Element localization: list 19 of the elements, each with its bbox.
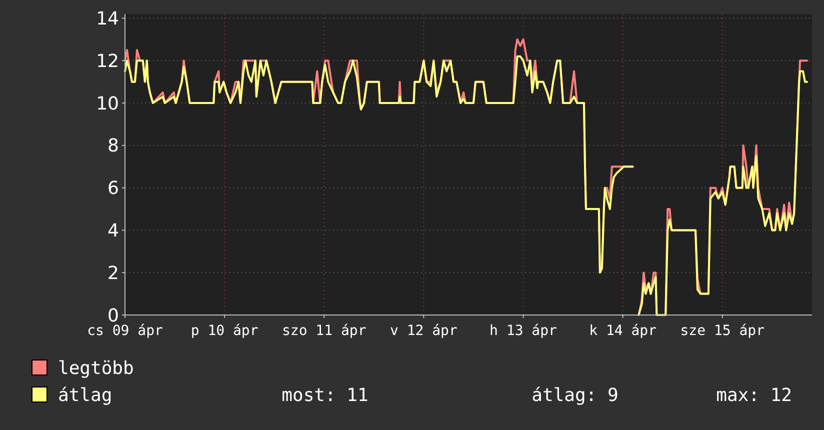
x-tick-label: v 12 ápr [390,323,458,339]
legend-label: legtöbb [58,358,134,379]
y-tick-label: 8 [108,136,119,157]
y-tick-label: 4 [108,220,119,242]
x-tick-label: sze 15 ápr [680,323,765,339]
text: max: 12 [716,385,792,406]
text: most: 11 [282,385,368,406]
x-tick-label: p 10 ápr [190,323,258,339]
y-tick-label: 12 [96,50,119,72]
y-tick-label: 14 [96,8,119,30]
y-tick-label: 6 [108,178,119,200]
x-tick-label: h 13 ápr [490,323,557,339]
y-tick-label: 10 [96,93,119,114]
y-tick-label: 2 [108,262,119,284]
text: átlag: 9 [532,385,618,406]
x-tick-label: szo 11 ápr [282,323,366,339]
legend-label: átlag [58,385,112,406]
x-tick-label: k 14 ápr [589,323,657,339]
x-tick-label: cs 09 ápr [87,323,163,339]
